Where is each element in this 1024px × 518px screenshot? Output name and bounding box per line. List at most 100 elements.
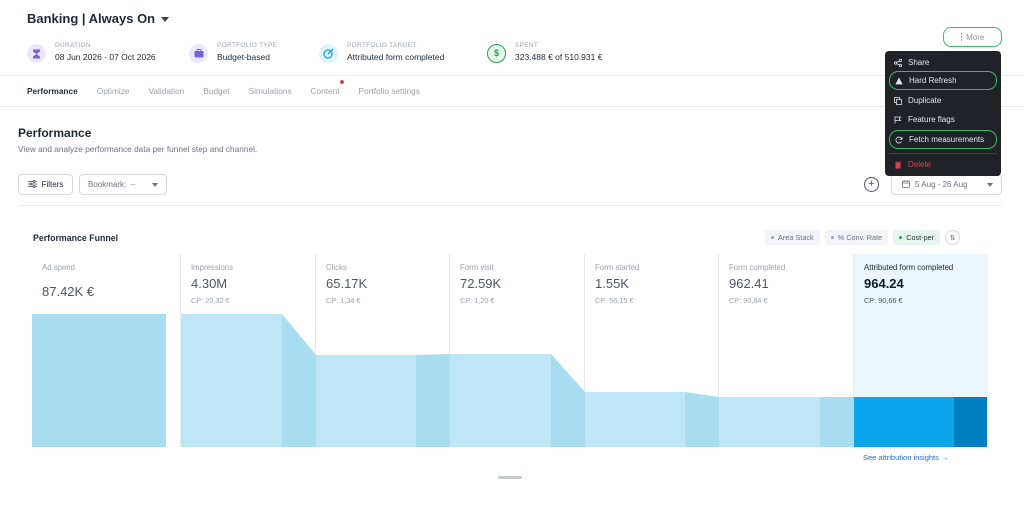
bookmark-label: Bookmark: xyxy=(88,180,127,189)
metric-label: PORTFOLIO TYPE xyxy=(217,42,278,49)
stage-cost-per: CP: 20,32 € xyxy=(191,296,230,305)
briefcase-icon xyxy=(189,44,208,63)
stage-cost-per: CP: 56,15 € xyxy=(595,296,634,305)
share-icon xyxy=(894,58,902,67)
metric-value: 323.488 € of 510.931 € xyxy=(515,52,603,62)
attribution-insights-link[interactable]: See attribution insights → xyxy=(863,453,949,462)
portfolio-metrics: DURATION 08 Jun 2026 - 07 Oct 2026 PORTF… xyxy=(27,42,602,63)
section-divider xyxy=(18,205,1002,206)
more-button-label: More xyxy=(966,32,985,42)
tab-content[interactable]: Content xyxy=(310,80,344,106)
tabs-divider xyxy=(0,106,1024,107)
tab-validation[interactable]: Validation xyxy=(148,86,185,96)
sort-icon[interactable]: ⇅ xyxy=(945,230,961,245)
funnel-title: Performance Funnel xyxy=(33,233,119,243)
stage-value: 962.41 xyxy=(729,276,769,291)
add-icon[interactable]: + xyxy=(864,177,879,192)
more-button[interactable]: More xyxy=(943,27,1002,47)
menu-item-label: Hard Refresh xyxy=(909,76,957,85)
filters-label: Filters xyxy=(41,180,64,189)
resize-handle[interactable] xyxy=(498,476,522,479)
money-icon: $ xyxy=(487,44,506,63)
stage-value: 65.17K xyxy=(326,276,368,291)
stage-value: 4.30M xyxy=(191,276,227,291)
chevron-down-icon xyxy=(987,182,993,187)
menu-item-label: Duplicate xyxy=(908,96,942,105)
portfolio-title-selector[interactable]: Banking | Always On xyxy=(27,11,170,26)
menu-item-share[interactable]: Share xyxy=(889,53,997,72)
menu-item-feature-flags[interactable]: Feature flags xyxy=(889,110,997,129)
refresh-icon xyxy=(895,136,903,144)
bookmark-value: -- xyxy=(130,180,136,189)
toggle-label: Cost-per xyxy=(906,233,935,242)
tab-portfolio-settings[interactable]: Portfolio settings xyxy=(358,86,420,96)
stage-label: Attributed form completed xyxy=(864,263,953,272)
metric-duration: DURATION 08 Jun 2026 - 07 Oct 2026 xyxy=(27,42,189,63)
filters-button[interactable]: Filters xyxy=(18,174,73,195)
bar-transition xyxy=(282,314,316,447)
bar-attributed-form-completed xyxy=(854,397,954,447)
chevron-down-icon xyxy=(152,182,158,187)
metric-label: SPENT xyxy=(515,42,539,49)
tab-performance[interactable]: Performance xyxy=(27,86,78,96)
menu-item-label: Feature flags xyxy=(908,115,955,124)
bookmark-select[interactable]: Bookmark: -- xyxy=(79,174,167,195)
toggle-cost-per[interactable]: Cost-per xyxy=(893,230,941,245)
tab-label: Content xyxy=(310,86,340,96)
toggle-conv-rate[interactable]: % Conv. Rate xyxy=(824,230,889,245)
toggle-dot xyxy=(771,236,774,239)
date-range-value: 5 Aug - 26 Aug xyxy=(915,180,968,189)
bar-form-started xyxy=(585,392,685,447)
toggle-area-stack[interactable]: Area Stack xyxy=(765,230,820,245)
bar-transition xyxy=(685,392,719,447)
metric-portfolio-type: PORTFOLIO TYPE Budget-based xyxy=(189,42,319,63)
page-subtitle: View and analyze performance data per fu… xyxy=(18,144,258,154)
duplicate-icon xyxy=(894,96,902,105)
bar-transition xyxy=(416,354,450,447)
menu-item-fetch-measurements[interactable]: Fetch measurements xyxy=(889,130,997,149)
menu-item-label: Fetch measurements xyxy=(909,135,985,144)
metric-value: Attributed form completed xyxy=(347,52,445,62)
stage-value: 87.42K € xyxy=(42,284,95,299)
flag-icon xyxy=(894,116,902,124)
tab-budget[interactable]: Budget xyxy=(203,86,230,96)
metric-label: PORTFOLIO TARGET xyxy=(347,42,417,49)
bar-ad-spend xyxy=(32,314,166,447)
tab-optimize[interactable]: Optimize xyxy=(96,86,130,96)
stage-label: Form completed xyxy=(729,263,785,272)
toggle-dot xyxy=(830,236,834,239)
portfolio-tabs: Performance Optimize Validation Budget S… xyxy=(27,80,420,106)
more-menu: Share Hard Refresh Duplicate Feature fla… xyxy=(885,51,1001,176)
trash-icon xyxy=(894,161,902,169)
target-icon xyxy=(319,44,338,63)
metric-value: Budget-based xyxy=(217,52,270,62)
bar-clicks xyxy=(316,355,416,447)
tab-simulations[interactable]: Simulations xyxy=(248,86,292,96)
metric-portfolio-target: PORTFOLIO TARGET Attributed form complet… xyxy=(319,42,487,63)
calendar-icon xyxy=(902,179,910,190)
metric-value: 08 Jun 2026 - 07 Oct 2026 xyxy=(55,52,156,62)
stage-value: 72.59K xyxy=(460,276,502,291)
metric-spent: $ SPENT 323.488 € of 510.931 € xyxy=(487,42,602,63)
portfolio-title: Banking | Always On xyxy=(27,11,156,26)
menu-item-duplicate[interactable]: Duplicate xyxy=(889,91,997,110)
stage-label: Clicks xyxy=(326,263,347,272)
bar-form-visit xyxy=(450,354,551,447)
bar-form-completed xyxy=(719,397,820,447)
bar-impressions xyxy=(181,314,282,447)
menu-item-delete[interactable]: Delete xyxy=(889,155,997,174)
menu-divider xyxy=(889,153,997,154)
menu-item-hard-refresh[interactable]: Hard Refresh xyxy=(889,71,997,90)
stage-label: Impressions xyxy=(191,263,233,272)
hourglass-icon xyxy=(27,44,46,63)
stage-cost-per: CP: 90,84 € xyxy=(729,296,768,305)
warning-icon xyxy=(895,77,903,85)
menu-item-label: Share xyxy=(908,58,930,67)
more-vertical-icon xyxy=(960,33,963,41)
funnel-view-toggles: Area Stack % Conv. Rate Cost-per ⇅ xyxy=(765,230,961,245)
stage-value: 1.55K xyxy=(595,276,629,291)
stage-cost-per: CP: 90,66 € xyxy=(864,296,903,305)
toggle-dot xyxy=(899,236,903,239)
metric-label: DURATION xyxy=(55,42,91,49)
